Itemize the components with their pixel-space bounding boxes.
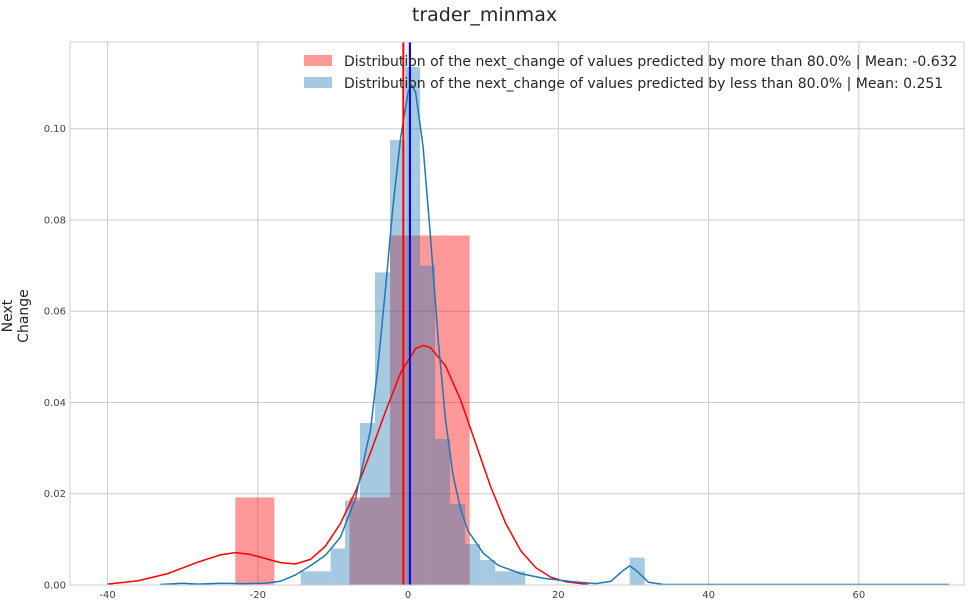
histogram-bar: [344, 500, 360, 585]
histogram-bar: [235, 497, 275, 585]
x-tick-label: 0: [405, 590, 411, 601]
grid: [70, 42, 964, 586]
histogram-bar: [495, 571, 526, 585]
plot-frame: [69, 41, 965, 586]
axis-ticks: -40 -20 0 20 40 60 0.00 0.02 0.04 0.06 0.08 0.10: [44, 124, 865, 601]
histogram-bars: [235, 67, 645, 586]
histogram-bar: [420, 265, 436, 585]
kde-curve: [107, 344, 589, 586]
legend-label: Distribution of the next_change of value…: [344, 76, 943, 92]
mean-lines: [402, 42, 411, 585]
histogram-bar: [349, 497, 391, 585]
histogram-bar: [429, 235, 470, 585]
x-tick-label: 20: [552, 590, 565, 601]
legend-swatch: [304, 55, 332, 66]
histogram-bar: [480, 559, 496, 585]
y-tick-label: 0.04: [44, 398, 66, 409]
histogram-bar: [330, 548, 345, 585]
x-tick-label: 60: [852, 590, 865, 601]
y-tick-label: 0.10: [44, 124, 66, 135]
y-tick-label: 0.06: [44, 307, 66, 318]
y-tick-label: 0.00: [44, 581, 66, 592]
legend: Distribution of the next_change of value…: [304, 54, 957, 92]
chart-title: trader_minmax: [411, 4, 558, 26]
y-tick-label: 0.08: [44, 215, 66, 226]
legend-swatch: [304, 77, 332, 88]
kde-curve: [160, 83, 949, 586]
kde-curves: [107, 83, 949, 586]
histogram-bar: [390, 140, 406, 585]
histogram-bar: [300, 571, 331, 585]
y-tick-label: 0.02: [44, 489, 66, 500]
histogram-bar: [435, 438, 451, 585]
legend-label: Distribution of the next_change of value…: [344, 54, 957, 70]
x-tick-label: -20: [250, 590, 266, 601]
histogram-bar: [405, 67, 421, 586]
histogram-bar: [450, 503, 466, 585]
x-tick-label: 40: [702, 590, 715, 601]
histogram-bar: [465, 543, 481, 585]
x-tick-label: -40: [99, 590, 115, 601]
